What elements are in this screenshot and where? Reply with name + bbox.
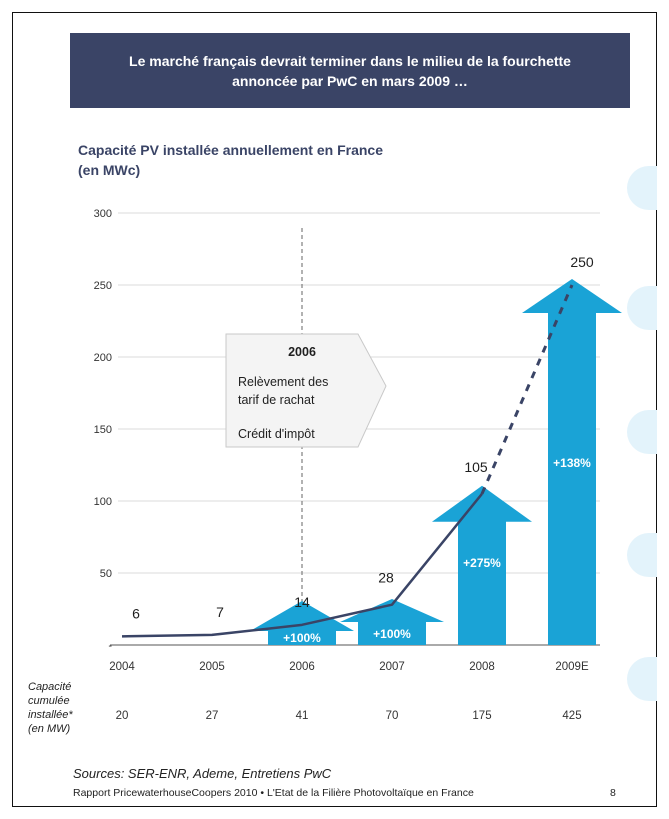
annotation-line: Crédit d'impôt (238, 427, 315, 441)
side-decoration (627, 166, 657, 210)
side-decoration (627, 657, 657, 701)
x-tick-label: 2004 (109, 661, 135, 673)
sources-note: Sources: SER-ENR, Ademe, Entretiens PwC (73, 766, 332, 781)
y-tick-label: 100 (94, 496, 112, 508)
x-tick-label: 2005 (199, 661, 225, 673)
growth-arrow-label: +100% (283, 631, 321, 645)
growth-arrow (522, 279, 622, 645)
cumulative-label-line: installée* (28, 709, 73, 721)
x-tick-label: 2008 (469, 661, 495, 673)
annotation-year: 2006 (288, 345, 316, 359)
side-decoration (627, 286, 657, 330)
cumulative-label-line: cumulée (28, 695, 70, 707)
data-label: 250 (570, 254, 594, 270)
y-tick-label: 50 (100, 568, 112, 580)
y-tick-label: 300 (94, 208, 112, 220)
data-label: 6 (132, 605, 140, 621)
footer-text: Rapport PricewaterhouseCoopers 2010 • L'… (73, 787, 474, 799)
chart-title-line-2: (en MWc) (78, 162, 141, 178)
headline-line-2: annoncée par PwC en mars 2009 … (232, 72, 468, 89)
cumulative-value: 20 (116, 710, 129, 722)
annotation-line: tarif de rachat (238, 393, 315, 407)
annotation-line: Relèvement des (238, 375, 328, 389)
data-label: 7 (216, 604, 224, 620)
cumulative-value: 175 (472, 710, 491, 722)
data-label: 14 (294, 594, 310, 610)
x-tick-label: 2007 (379, 661, 405, 673)
chart-title: Capacité PV installée annuellement en Fr… (78, 140, 478, 180)
growth-arrow (432, 485, 532, 645)
growth-arrow (250, 601, 354, 645)
cumulative-value: 425 (562, 710, 581, 722)
cumulative-value: 41 (296, 710, 309, 722)
growth-arrow-label: +138% (553, 456, 591, 470)
x-tick-label: 2009E (555, 661, 589, 673)
annotation-box (225, 333, 387, 448)
chart-title-line-1: Capacité PV installée annuellement en Fr… (78, 142, 383, 158)
cumulative-capacity-label: Capacité cumulée installée* (en MW) (28, 680, 88, 736)
y-tick-label: 250 (94, 280, 112, 292)
growth-arrow-label: +275% (463, 556, 501, 570)
cumulative-label-line: Capacité (28, 681, 72, 693)
cumulative-label-line: (en MW) (28, 723, 71, 735)
x-tick-label: 2006 (289, 661, 315, 673)
page-number: 8 (610, 787, 616, 799)
cumulative-value: 27 (206, 710, 219, 722)
side-decoration (627, 533, 657, 577)
side-decoration (627, 410, 657, 454)
headline-line-1: Le marché français devrait terminer dans… (129, 52, 571, 69)
growth-arrow-label: +100% (373, 627, 411, 641)
series-line-estimate (480, 284, 574, 495)
y-tick-label: 150 (94, 424, 112, 436)
series-line (121, 493, 483, 638)
data-label: 105 (464, 459, 488, 475)
y-tick-label: - (108, 640, 112, 652)
data-label: 28 (378, 570, 394, 586)
headline-banner: Le marché français devrait terminer dans… (70, 33, 630, 108)
y-tick-label: 200 (94, 352, 112, 364)
cumulative-value: 70 (386, 710, 399, 722)
